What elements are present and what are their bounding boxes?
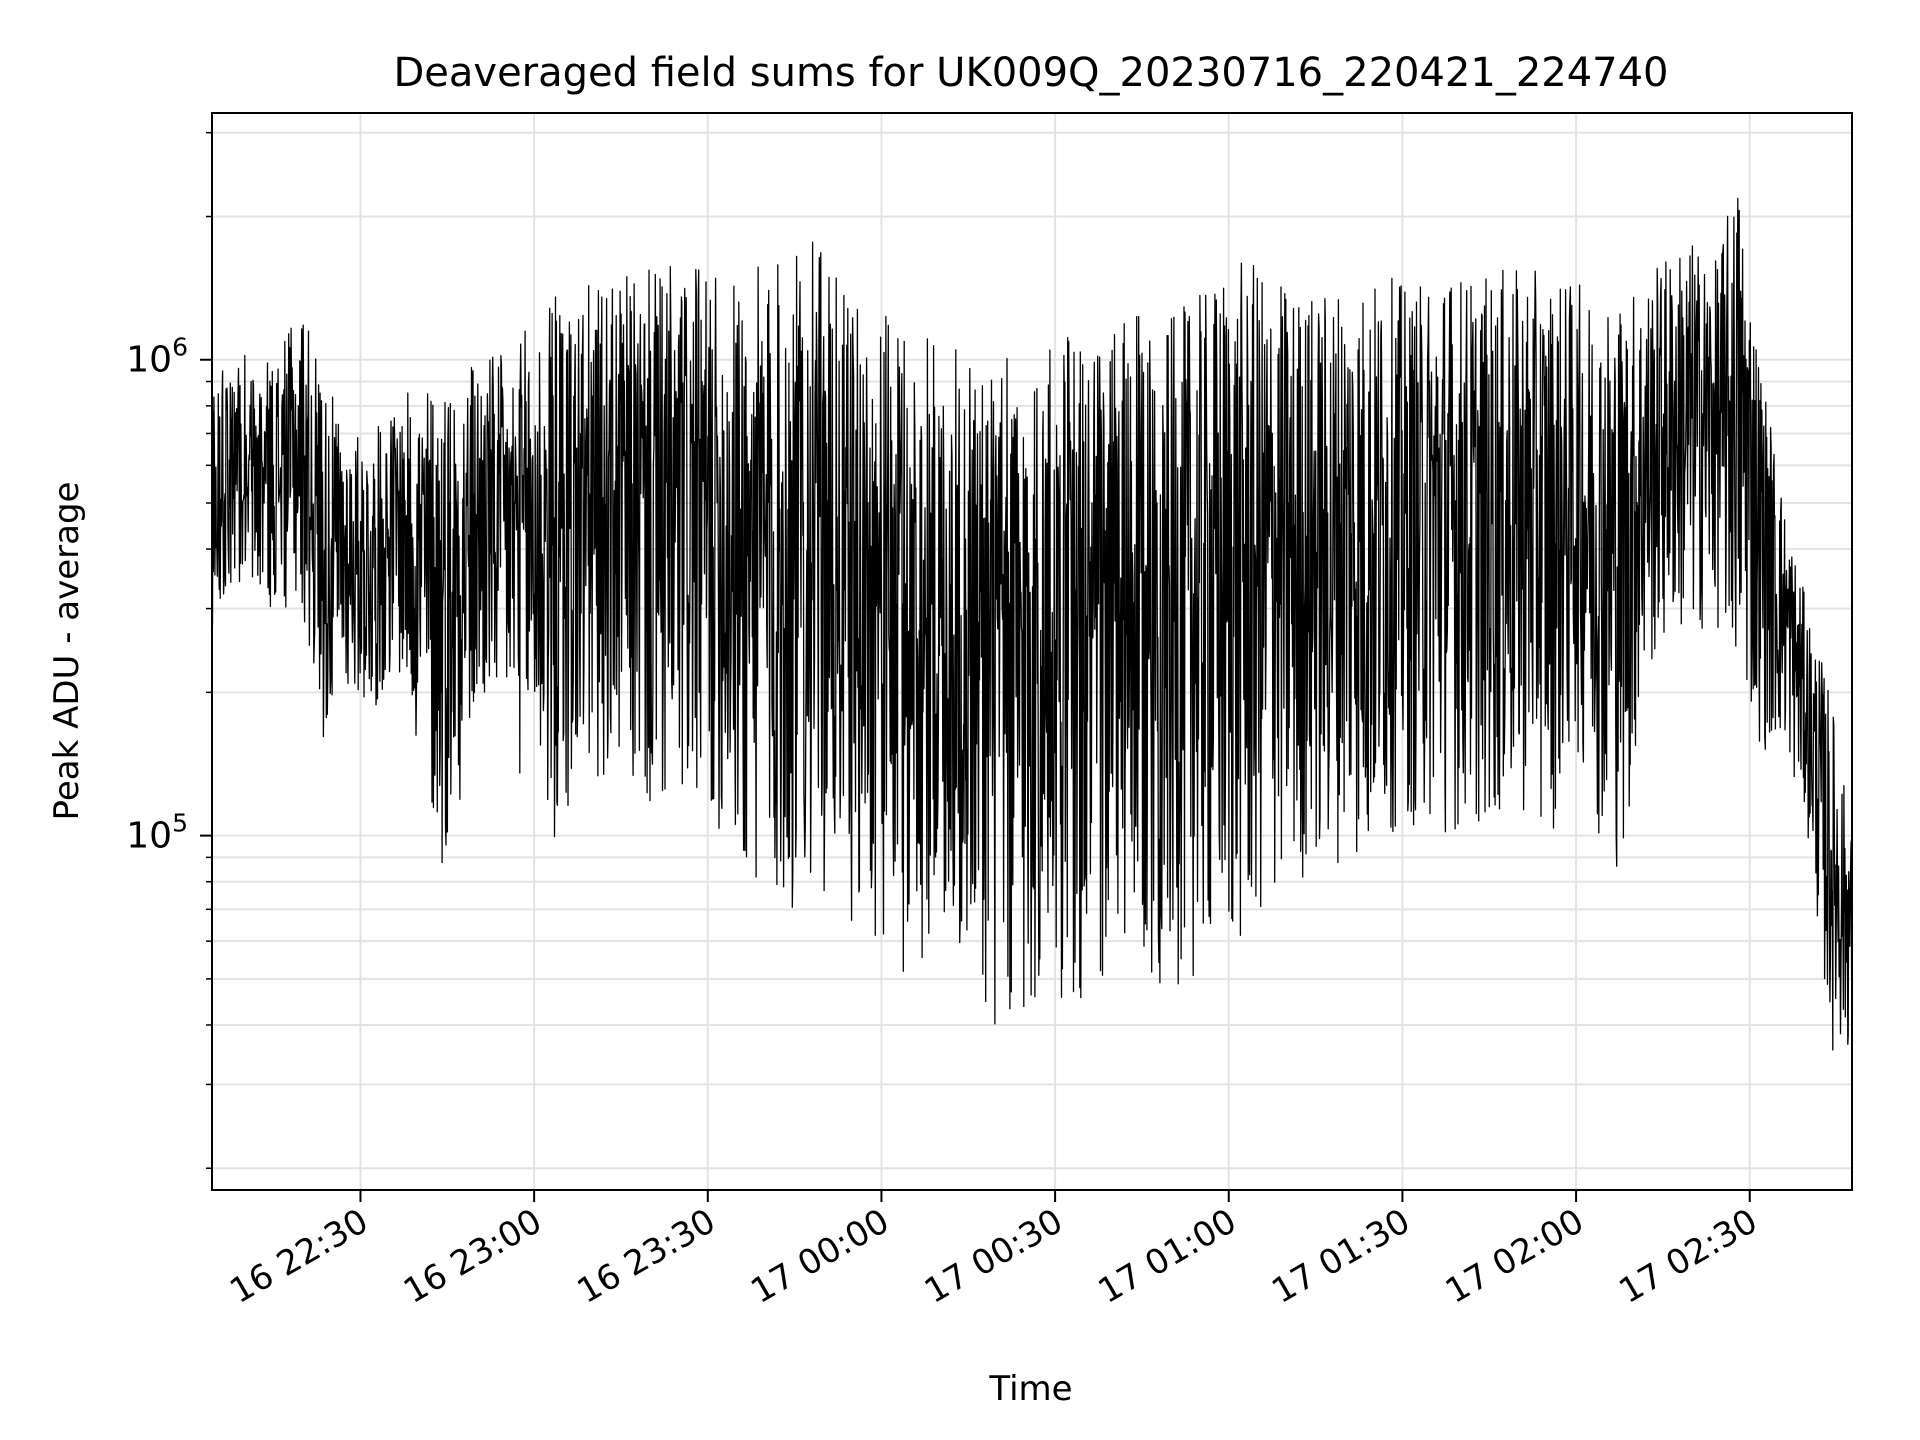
y-tick-base: 10 — [126, 340, 172, 381]
series-line — [211, 197, 1853, 1051]
series-layer — [211, 197, 1853, 1051]
y-axis-label: Peak ADU - average — [47, 482, 87, 821]
y-tick-label: 106 — [126, 333, 188, 381]
x-axis-label: Time — [988, 1369, 1072, 1409]
y-tick-base: 10 — [126, 816, 172, 857]
plot-frame — [211, 112, 1853, 1191]
chart-title: Deaveraged field sums for UK009Q_2023071… — [393, 50, 1668, 96]
y-tick-exponent: 5 — [172, 809, 188, 838]
y-tick-label: 105 — [126, 809, 188, 857]
y-tick-exponent: 6 — [172, 333, 188, 362]
